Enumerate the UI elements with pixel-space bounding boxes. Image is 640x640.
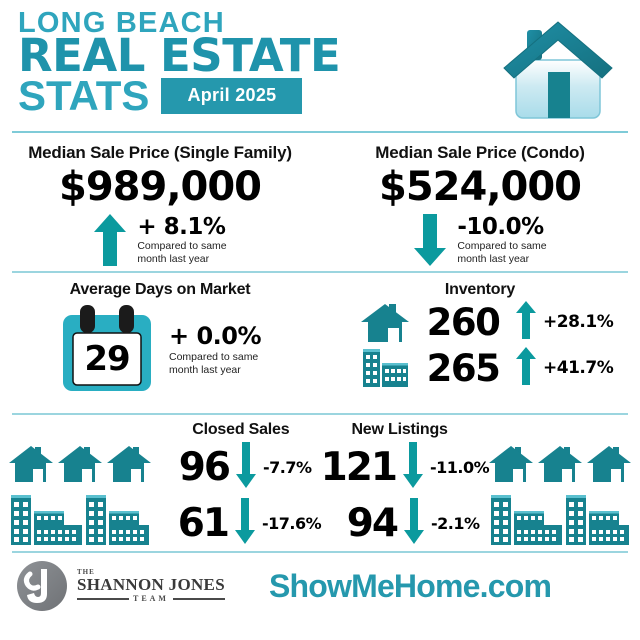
- new-listings-value: 94: [346, 500, 399, 546]
- header-line-stats: STATS: [18, 72, 150, 119]
- days-on-market-section: Average Days on Market 29 + 0.0% Compare…: [0, 273, 320, 413]
- houses-row-icon: [8, 443, 152, 485]
- divider-2: [12, 271, 628, 273]
- closed-sales-houses: 96 -7.7%: [152, 439, 320, 495]
- closed-sales-value: 61: [177, 500, 230, 546]
- new-listings-condos: 94 -2.1%: [320, 495, 488, 551]
- logo-name-label: SHANNON JONES: [77, 575, 225, 594]
- closed-sales-pct: -7.7%: [263, 457, 312, 477]
- buildings-icon: [355, 347, 411, 389]
- days-on-market-note-2: month last year: [168, 364, 241, 376]
- days-on-market-note-1: Compared to same: [168, 350, 259, 363]
- inventory-row-condos: 265 +41.7%: [320, 345, 640, 391]
- inventory-value: 260: [426, 300, 501, 344]
- price-title: Median Sale Price (Single Family): [28, 143, 292, 162]
- inventory-title: Inventory: [444, 281, 516, 298]
- price-change-pct: -10.0%: [457, 213, 544, 240]
- month-badge: April 2025: [161, 78, 303, 114]
- shannon-jones-logo[interactable]: THE SHANNON JONES TEAM: [16, 560, 225, 612]
- arrow-down-icon: [235, 441, 257, 494]
- inventory-pct: +41.7%: [543, 358, 614, 378]
- house-icon: [494, 14, 622, 124]
- new-listings-pct: -2.1%: [431, 513, 480, 533]
- price-change-note-1: Compared to same: [137, 239, 227, 252]
- days-on-market-value: 29: [84, 339, 130, 379]
- logo-the-label: THE: [77, 568, 95, 576]
- arrow-down-icon: [413, 213, 447, 267]
- closed-sales-title: Closed Sales: [192, 421, 290, 438]
- sales-section: Closed Sales New Listings: [0, 415, 640, 551]
- price-change-note-2: month last year: [137, 253, 210, 265]
- house-icon: [355, 300, 411, 344]
- new-listings-title: New Listings: [351, 421, 448, 438]
- arrow-down-icon: [402, 441, 424, 494]
- price-change-note-2: month last year: [457, 253, 530, 265]
- days-on-market-pct: + 0.0%: [168, 321, 262, 350]
- header-title-block: LONG BEACH REAL ESTATE STATS April 2025: [18, 7, 341, 119]
- closed-sales-pct: -17.6%: [262, 513, 322, 533]
- website-link[interactable]: ShowMeHome.com: [268, 567, 552, 604]
- median-price-section: Median Sale Price (Single Family) $989,0…: [0, 133, 640, 271]
- price-value: $524,000: [378, 164, 582, 210]
- new-listings-houses: 121 -11.0%: [320, 439, 490, 495]
- logo-monogram-icon: [17, 561, 67, 611]
- new-listings-column: 121 -11.0% 94 -2.1%: [320, 439, 490, 551]
- new-listings-pct: -11.0%: [430, 457, 490, 477]
- logo-rule-right: [172, 598, 225, 600]
- price-change-note-1: Compared to same: [457, 239, 547, 252]
- median-price-single-family: Median Sale Price (Single Family) $989,0…: [0, 133, 320, 271]
- header-line-real-estate: REAL ESTATE: [18, 29, 341, 82]
- days-on-market-title: Average Days on Market: [69, 281, 251, 298]
- price-title: Median Sale Price (Condo): [375, 143, 585, 162]
- price-change-pct: + 8.1%: [137, 213, 226, 240]
- arrow-up-icon: [515, 346, 537, 391]
- price-value: $989,000: [58, 164, 262, 210]
- buildings-row-icon: [488, 491, 632, 547]
- closed-sales-value: 96: [178, 444, 231, 490]
- arrow-down-icon: [403, 497, 425, 550]
- mid-section: Average Days on Market 29 + 0.0% Compare…: [0, 273, 640, 413]
- closed-sales-condos: 61 -17.6%: [152, 495, 322, 551]
- inventory-row-houses: 260 +28.1%: [320, 299, 640, 345]
- icon-group-left: [8, 443, 152, 547]
- icon-group-right: [488, 443, 632, 547]
- inventory-section: Inventory 260: [320, 273, 640, 413]
- inventory-pct: +28.1%: [543, 312, 614, 332]
- arrow-down-icon: [234, 497, 256, 550]
- header: LONG BEACH REAL ESTATE STATS April 2025: [0, 0, 640, 131]
- divider-3: [12, 413, 628, 415]
- logo-team-label: TEAM: [132, 594, 169, 603]
- median-price-condo: Median Sale Price (Condo) $524,000 -10.0…: [320, 133, 640, 271]
- header-line-city: LONG BEACH: [18, 7, 225, 39]
- arrow-up-icon: [515, 300, 537, 345]
- divider-1: [12, 131, 628, 133]
- new-listings-value: 121: [320, 444, 398, 490]
- closed-sales-column: 96 -7.7% 61 -17.6%: [152, 439, 322, 551]
- inventory-value: 265: [426, 346, 501, 390]
- divider-4: [12, 551, 628, 553]
- footer: THE SHANNON JONES TEAM ShowMeHome.com: [0, 553, 640, 619]
- logo-rule-left: [77, 598, 129, 600]
- houses-row-icon: [488, 443, 632, 485]
- buildings-row-icon: [8, 491, 152, 547]
- arrow-up-icon: [93, 213, 127, 267]
- calendar-icon: 29: [59, 303, 155, 395]
